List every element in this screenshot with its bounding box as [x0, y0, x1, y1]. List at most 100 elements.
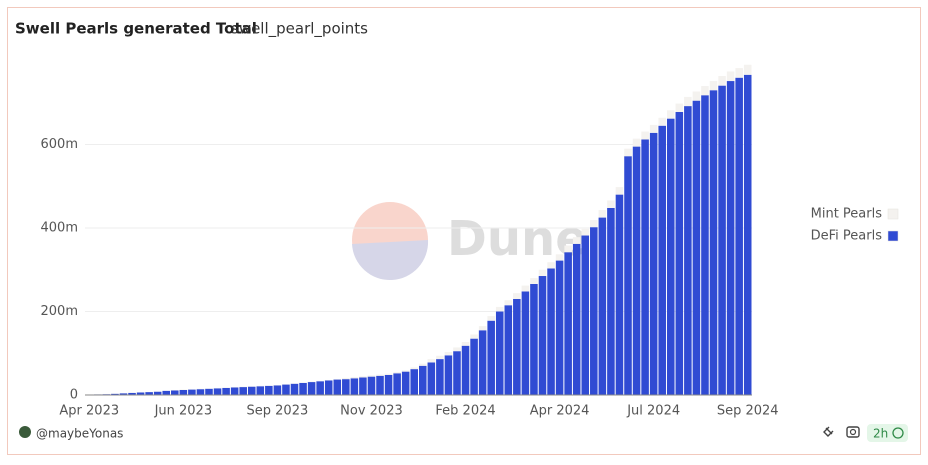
bar-segment: [573, 237, 581, 244]
bar-segment: [248, 387, 256, 395]
bar-segment: [436, 359, 444, 395]
bar-segment: [154, 392, 162, 395]
bar-segment: [496, 312, 504, 396]
bar-segment: [522, 291, 530, 395]
bar-segment: [419, 364, 427, 366]
bar-segment: [436, 356, 444, 359]
bar-segment: [402, 372, 410, 395]
x-tick-label: Apr 2023: [59, 404, 119, 419]
bar-segment: [462, 346, 470, 395]
bar-segment: [624, 149, 632, 157]
bar-segment: [453, 347, 461, 351]
bar-segment: [496, 307, 504, 312]
bar-segment: [257, 386, 265, 395]
bar-segment: [265, 386, 273, 395]
bar-segment: [710, 81, 718, 90]
y-tick-label: 0: [70, 388, 78, 403]
bar-segment: [376, 375, 384, 376]
bar-segment: [325, 380, 333, 395]
bar-segment: [188, 390, 196, 395]
bar-segment: [556, 254, 564, 260]
chart-title: Swell Pearls generated Total: [15, 20, 257, 38]
bar-segment: [616, 187, 624, 195]
bar-segment: [556, 261, 564, 395]
bar-segment: [581, 236, 589, 395]
bar-segment: [274, 385, 282, 395]
bar-segment: [368, 375, 376, 376]
bar-segment: [419, 366, 427, 395]
bar-segment: [676, 104, 684, 112]
bar-segment: [505, 305, 513, 395]
bar-segment: [171, 390, 179, 395]
bar-segment: [599, 218, 607, 395]
bar-segment: [658, 118, 666, 126]
bar-segment: [641, 139, 649, 395]
bar-segment: [744, 65, 752, 75]
bar-segment: [744, 75, 752, 395]
bar-segment: [701, 95, 709, 395]
bar-segment: [710, 90, 718, 395]
bar-segment: [393, 372, 401, 373]
bar-segment: [650, 133, 658, 395]
bar-segment: [701, 86, 709, 95]
bar-segment: [718, 76, 726, 86]
bar-segment: [513, 299, 521, 395]
bar-segment: [505, 300, 513, 305]
bar-segment: [530, 284, 538, 395]
bar-segment: [214, 388, 222, 395]
bar-segment: [693, 91, 701, 100]
bar-segment: [410, 369, 418, 395]
bar-segment: [282, 385, 290, 395]
bar-segment: [658, 126, 666, 395]
avatar: [19, 426, 31, 438]
bar-segment: [633, 139, 641, 147]
legend-label: DeFi Pearls: [811, 229, 883, 244]
bar-segment: [445, 355, 453, 395]
bar-segment: [376, 376, 384, 395]
bar-segment: [470, 334, 478, 338]
bar-segment: [718, 86, 726, 395]
bar-segment: [676, 112, 684, 395]
bar-segment: [351, 377, 359, 378]
bar-segment: [291, 384, 299, 395]
x-tick-label: Nov 2023: [340, 404, 403, 419]
bar-segment: [735, 68, 743, 78]
bar-segment: [684, 106, 692, 395]
bar-segment: [428, 362, 436, 395]
bar-segment: [162, 391, 170, 395]
bar-segment: [547, 262, 555, 268]
legend-swatch: [888, 209, 898, 219]
bar-segment: [539, 276, 547, 395]
bar-segment: [368, 377, 376, 395]
bar-segment: [402, 370, 410, 371]
x-tick-label: Feb 2024: [435, 404, 495, 419]
bar-segment: [573, 244, 581, 395]
x-tick-label: Sep 2023: [247, 404, 309, 419]
x-tick-label: Jun 2023: [154, 404, 213, 419]
bar-segment: [727, 81, 735, 395]
bar-segment: [342, 378, 350, 379]
bar-segment: [239, 387, 247, 395]
bar-segment: [599, 210, 607, 218]
chart-subtitle: swell_pearl_points: [231, 20, 368, 39]
bar-segment: [197, 389, 205, 395]
bar-segment: [479, 330, 487, 395]
bar-segment: [342, 379, 350, 395]
bar-segment: [522, 286, 530, 292]
bar-segment: [633, 147, 641, 395]
age: 2h: [873, 427, 888, 441]
x-tick-label: Apr 2024: [530, 404, 590, 419]
bar-segment: [624, 156, 632, 395]
bar-segment: [462, 342, 470, 346]
bar-segment: [445, 352, 453, 355]
bar-segment: [641, 132, 649, 140]
bar-segment: [581, 229, 589, 236]
author: @maybeYonas: [36, 427, 123, 441]
y-tick-label: 400m: [41, 221, 78, 236]
bar-segment: [351, 378, 359, 395]
bar-segment: [299, 383, 307, 395]
bar-segment: [564, 252, 572, 395]
legend-label: Mint Pearls: [811, 207, 883, 222]
